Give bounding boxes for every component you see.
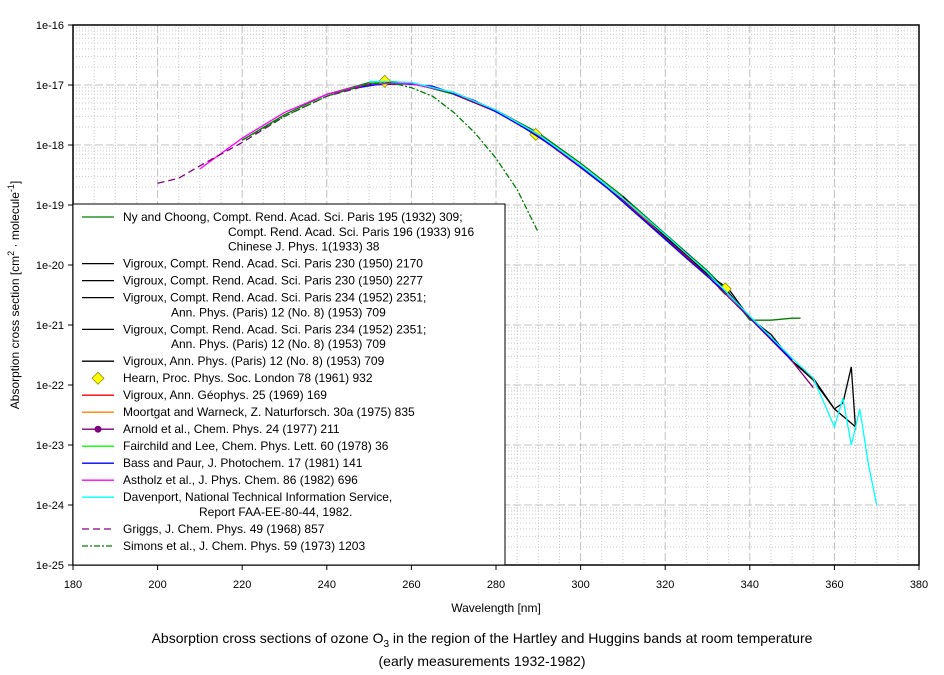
legend-label: Bass and Paur, J. Photochem. 17 (1981) 1…: [123, 456, 363, 470]
y-tick-label: 1e-23: [36, 440, 64, 452]
legend-item: Arnold et al., Chem. Phys. 24 (1977) 211: [82, 422, 340, 436]
x-axis: 180 200 220 240 260 280 300 320 340 360 380: [64, 565, 928, 591]
y-tick-label: 1e-25: [36, 560, 64, 572]
x-tick-label: 360: [825, 579, 843, 591]
legend-item: Vigroux, Compt. Rend. Acad. Sci. Paris 2…: [82, 257, 423, 271]
x-tick-label: 280: [487, 579, 505, 591]
legend-label: Report FAA-EE-80-44, 1982.: [199, 505, 352, 519]
y-tick-label: 1e-19: [36, 200, 64, 212]
series-layer: [157, 74, 878, 506]
legend-label: Compt. Rend. Acad. Sci. Paris 196 (1933)…: [228, 225, 474, 239]
legend-item: Vigroux, Compt. Rend. Acad. Sci. Paris 2…: [82, 274, 423, 288]
series-line-simons-et-al-: [241, 81, 539, 233]
legend-label: Ann. Phys. (Paris) 12 (No. 8) (1953) 709: [171, 337, 386, 351]
y-tick-label: 1e-24: [36, 500, 64, 512]
legend-item: Fairchild and Lee, Chem. Phys. Lett. 60 …: [82, 439, 389, 453]
legend-label: Vigroux, Compt. Rend. Acad. Sci. Paris 2…: [123, 257, 423, 271]
legend-label: Ny and Choong, Compt. Rend. Acad. Sci. P…: [123, 210, 463, 224]
x-tick-label: 220: [233, 579, 251, 591]
legend-label: Ann. Phys. (Paris) 12 (No. 8) (1953) 709: [171, 305, 386, 319]
caption-line-1: Absorption cross sections of ozone O3 in…: [152, 630, 813, 650]
legend-label: Fairchild and Lee, Chem. Phys. Lett. 60 …: [123, 439, 389, 453]
y-tick-label: 1e-16: [36, 20, 64, 32]
y-axis-title: Absorption cross section [cm2 · molecule…: [6, 181, 22, 409]
legend-item: Bass and Paur, J. Photochem. 17 (1981) 1…: [82, 456, 363, 470]
x-tick-label: 180: [64, 579, 82, 591]
legend-item: Griggs, J. Chem. Phys. 49 (1968) 857: [82, 522, 325, 536]
legend-box: [72, 203, 506, 566]
x-tick-label: 320: [656, 579, 674, 591]
legend-label: Chinese J. Phys. 1(1933) 38: [228, 240, 380, 254]
y-tick-label: 1e-17: [36, 80, 64, 92]
legend-label: Vigroux, Ann. Phys. (Paris) 12 (No. 8) (…: [123, 354, 385, 368]
x-tick-label: 340: [741, 579, 759, 591]
y-axis: 1e-25 1e-24 1e-23 1e-22 1e-21 1e-20 1e-19 1e-18…: [36, 20, 73, 572]
legend-item: Vigroux, Compt. Rend. Acad. Sci. Paris 2…: [82, 291, 426, 319]
legend-label: Moortgat and Warneck, Z. Naturforsch. 30…: [123, 405, 415, 419]
series-line-davenport: [369, 80, 878, 506]
x-tick-label: 200: [148, 579, 166, 591]
x-axis-title: Wavelength [nm]: [451, 601, 541, 615]
series-line-arnold-et-al-: [453, 93, 814, 389]
legend-label: Simons et al., J. Chem. Phys. 59 (1973) …: [123, 539, 365, 553]
legend-item: Simons et al., J. Chem. Phys. 59 (1973) …: [82, 539, 365, 553]
legend-marker-circle: [94, 425, 102, 433]
x-tick-label: 380: [910, 579, 928, 591]
x-tick-label: 240: [318, 579, 336, 591]
legend: Ny and Choong, Compt. Rend. Acad. Sci. P…: [72, 203, 506, 566]
legend-label: Vigroux, Compt. Rend. Acad. Sci. Paris 2…: [123, 322, 426, 336]
legend-marker-diamond: [91, 371, 105, 385]
y-tick-label: 1e-18: [36, 140, 64, 152]
legend-label: Griggs, J. Chem. Phys. 49 (1968) 857: [123, 522, 325, 536]
legend-item: Davenport, National Technical Informatio…: [82, 490, 392, 519]
legend-item: Ny and Choong, Compt. Rend. Acad. Sci. P…: [82, 210, 474, 254]
legend-label: Arnold et al., Chem. Phys. 24 (1977) 211: [123, 422, 340, 436]
legend-item: Hearn, Proc. Phys. Soc. London 78 (1961)…: [91, 371, 373, 385]
y-tick-label: 1e-21: [36, 320, 64, 332]
legend-item: Astholz et al., J. Phys. Chem. 86 (1982)…: [82, 473, 358, 487]
y-tick-label: 1e-22: [36, 380, 64, 392]
legend-label: Vigroux, Compt. Rend. Acad. Sci. Paris 2…: [123, 274, 423, 288]
legend-label: Vigroux, Compt. Rend. Acad. Sci. Paris 2…: [123, 291, 426, 305]
legend-label: Davenport, National Technical Informatio…: [123, 490, 392, 504]
legend-item: Vigroux, Ann. Phys. (Paris) 12 (No. 8) (…: [82, 354, 385, 368]
x-tick-label: 300: [571, 579, 589, 591]
legend-label: Hearn, Proc. Phys. Soc. London 78 (1961)…: [123, 371, 373, 385]
y-tick-label: 1e-20: [36, 260, 64, 272]
caption-line-2: (early measurements 1932-1982): [379, 653, 586, 669]
legend-item: Vigroux, Compt. Rend. Acad. Sci. Paris 2…: [82, 322, 426, 351]
legend-item: Moortgat and Warneck, Z. Naturforsch. 30…: [82, 405, 415, 419]
legend-label: Astholz et al., J. Phys. Chem. 86 (1982)…: [123, 473, 358, 487]
legend-item: Vigroux, Ann. Géophys. 25 (1969) 169: [82, 388, 327, 402]
series-line-griggs: [157, 84, 370, 184]
legend-label: Vigroux, Ann. Géophys. 25 (1969) 169: [123, 388, 327, 402]
x-tick-label: 260: [402, 579, 420, 591]
